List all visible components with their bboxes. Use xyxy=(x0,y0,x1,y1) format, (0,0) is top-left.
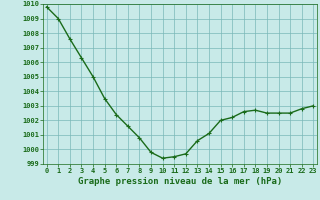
X-axis label: Graphe pression niveau de la mer (hPa): Graphe pression niveau de la mer (hPa) xyxy=(78,177,282,186)
